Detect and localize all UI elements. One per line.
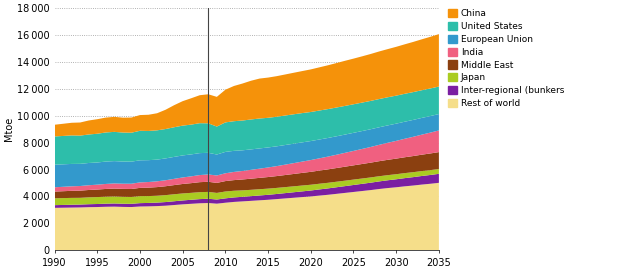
Legend: China, United States, European Union, India, Middle East, Japan, Inter-regional : China, United States, European Union, In…	[447, 8, 565, 109]
Y-axis label: Mtoe: Mtoe	[4, 117, 14, 141]
